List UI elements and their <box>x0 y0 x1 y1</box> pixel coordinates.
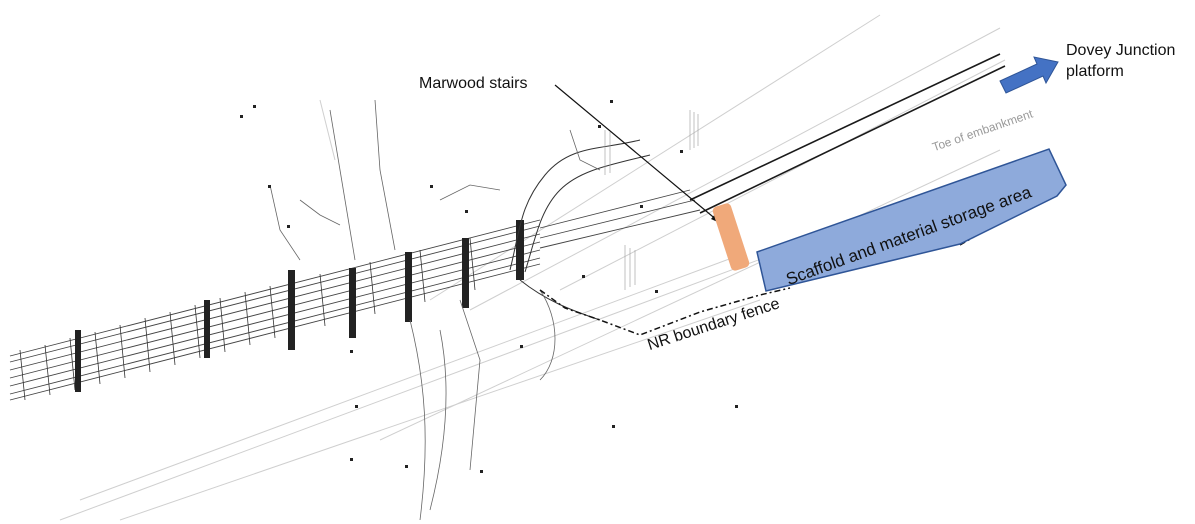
marwood-stairs-footprint <box>712 203 750 271</box>
dovey-junction-direction-arrow <box>999 56 1059 94</box>
abutment-outline <box>509 139 651 321</box>
survey-spot-markers <box>240 100 738 473</box>
survey-linework <box>269 99 601 521</box>
nr-boundary-fence-line <box>539 287 791 336</box>
bridge-deck-structure <box>9 189 701 401</box>
storage-area-polygon <box>756 148 1067 292</box>
marwood-stairs-label: Marwood stairs <box>419 75 528 92</box>
railway-running-lines <box>689 53 1006 214</box>
bridge-cross-frames <box>19 237 476 401</box>
bridge-piers <box>75 220 524 392</box>
embankment-hatching <box>604 110 699 290</box>
dovey-junction-platform-label: Dovey Junction platform <box>1066 42 1176 80</box>
